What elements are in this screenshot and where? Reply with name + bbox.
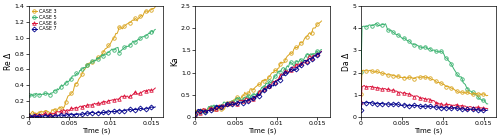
CASE 3 [126,22,132,24]
CASE 5 [26,94,32,96]
Line: CASE 6: CASE 6 [27,86,157,119]
CASE 7 [60,115,66,116]
Legend: CASE 3, CASE 5, CASE 6, CASE 7: CASE 3, CASE 5, CASE 6, CASE 7 [31,9,57,32]
CASE 7 [26,116,32,117]
CASE 6 [152,87,158,89]
CASE 3 [52,109,58,110]
X-axis label: Time (s): Time (s) [82,127,110,134]
X-axis label: Time (s): Time (s) [414,127,442,134]
CASE 3 [96,57,102,59]
CASE 3 [26,114,32,115]
CASE 5 [152,29,158,30]
Line: CASE 3: CASE 3 [27,5,157,116]
Y-axis label: Re Δ: Re Δ [4,53,13,70]
CASE 7 [149,106,155,108]
CASE 7 [54,115,60,117]
CASE 5 [126,44,132,46]
CASE 5 [54,90,60,92]
CASE 3 [152,6,158,8]
Line: CASE 7: CASE 7 [27,105,157,118]
CASE 3 [148,9,154,11]
CASE 6 [52,113,58,114]
CASE 7 [152,106,158,108]
CASE 7 [114,110,120,112]
CASE 5 [114,47,120,49]
Y-axis label: Ka: Ka [170,57,179,66]
CASE 6 [148,89,154,91]
CASE 6 [126,97,132,99]
X-axis label: Time (s): Time (s) [248,127,276,134]
CASE 6 [96,103,102,105]
CASE 7 [35,116,41,117]
CASE 3 [60,107,66,109]
CASE 3 [113,33,119,34]
CASE 7 [97,112,103,114]
CASE 6 [113,98,119,100]
CASE 7 [126,108,132,110]
CASE 6 [26,116,32,118]
CASE 6 [60,111,66,112]
CASE 5 [26,95,32,97]
CASE 5 [60,84,66,86]
CASE 5 [97,56,103,58]
CASE 5 [149,30,155,31]
Y-axis label: Da Δ: Da Δ [342,52,351,71]
Line: CASE 5: CASE 5 [27,28,157,98]
